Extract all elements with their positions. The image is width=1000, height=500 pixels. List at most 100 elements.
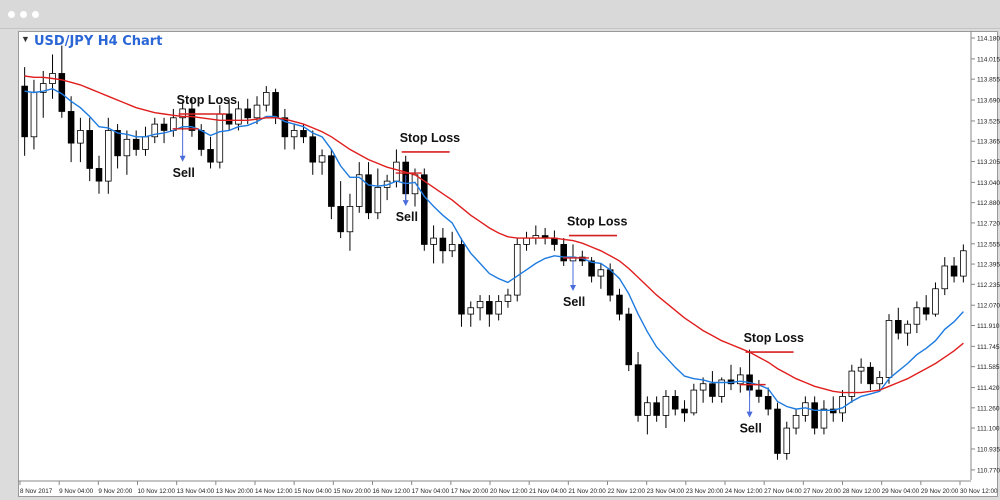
- bear-candle: [86, 130, 93, 169]
- bear-candle: [625, 313, 633, 366]
- bull-candle: [39, 83, 47, 93]
- sell-arrow-icon: [746, 411, 753, 418]
- x-tick-label: 21 Nov 04:00: [529, 488, 567, 495]
- bear-candle: [458, 244, 465, 315]
- bull-candle: [216, 113, 224, 163]
- x-tick-label: 8 Nov 2017: [20, 488, 53, 495]
- bull-candle: [904, 323, 911, 334]
- y-tick-label: 111.100: [977, 426, 1000, 433]
- bear-candle: [225, 113, 233, 125]
- bull-candle: [876, 377, 883, 385]
- y-tick-label: 112.395: [977, 262, 1000, 269]
- bear-candle: [764, 396, 772, 410]
- sell-arrow-icon: [570, 284, 576, 291]
- x-tick-label: 30 Nov 12:00: [960, 488, 998, 495]
- y-tick-label: 110.770: [977, 467, 1000, 474]
- y-tick-label: 113.040: [977, 180, 1000, 187]
- bear-candle: [560, 244, 567, 262]
- bull-candle: [690, 389, 698, 414]
- bull-candle: [792, 415, 800, 429]
- bull-candle: [597, 269, 605, 277]
- y-tick-label: 112.880: [977, 200, 1000, 207]
- bull-candle: [523, 237, 530, 245]
- bear-candle: [67, 111, 75, 144]
- bear-candle: [774, 408, 781, 454]
- window-control-dot-2[interactable]: [20, 11, 27, 18]
- bull-candle: [932, 288, 939, 315]
- bull-candle: [263, 92, 270, 106]
- y-tick-label: 113.525: [977, 118, 1000, 125]
- bear-candle: [671, 396, 679, 410]
- bull-candle: [235, 108, 242, 125]
- bull-candle: [495, 301, 502, 315]
- bear-candle: [681, 408, 688, 414]
- chart-title: USD/JPY H4 Chart: [34, 34, 163, 49]
- bear-candle: [337, 206, 344, 233]
- bull-candle: [318, 155, 326, 163]
- sell-label: Sell: [173, 166, 195, 180]
- bear-candle: [95, 168, 103, 182]
- bull-candle: [885, 320, 893, 378]
- bull-candle: [644, 402, 651, 416]
- bull-candle: [253, 104, 261, 119]
- x-tick-label: 23 Nov 04:00: [647, 488, 685, 495]
- x-tick-label: 17 Nov 04:00: [412, 488, 450, 495]
- x-tick-label: 10 Nov 12:00: [138, 488, 176, 495]
- bear-candle: [486, 301, 493, 315]
- bear-candle: [114, 130, 121, 157]
- bull-candle: [123, 138, 131, 157]
- bear-candle: [207, 149, 214, 163]
- y-tick-label: 111.585: [977, 364, 1000, 371]
- bull-candle: [718, 379, 725, 397]
- bear-candle: [895, 320, 902, 334]
- bull-candle: [913, 307, 921, 325]
- chart-corner-arrow-icon: ▼: [21, 34, 30, 44]
- bear-candle: [272, 92, 279, 119]
- x-tick-label: 15 Nov 04:00: [294, 488, 332, 495]
- y-tick-label: 111.910: [977, 323, 1000, 330]
- stop-loss-label: Stop Loss: [400, 131, 460, 145]
- bull-candle: [848, 370, 856, 397]
- x-tick-label: 15 Nov 20:00: [333, 488, 371, 495]
- bull-candle: [142, 136, 149, 150]
- y-tick-label: 112.555: [977, 241, 1000, 248]
- x-tick-label: 13 Nov 20:00: [216, 488, 254, 495]
- bull-candle: [504, 294, 512, 302]
- bull-candle: [430, 237, 437, 245]
- x-tick-label: 28 Nov 12:00: [843, 488, 881, 495]
- window-control-dot-1[interactable]: [8, 11, 15, 18]
- x-tick-label: 13 Nov 04:00: [177, 488, 215, 495]
- bear-candle: [300, 130, 307, 138]
- sell-label: Sell: [740, 422, 762, 436]
- y-tick-label: 110.935: [977, 446, 1000, 453]
- x-tick-label: 9 Nov 04:00: [59, 488, 93, 495]
- y-tick-label: 113.690: [977, 98, 1000, 105]
- x-tick-label: 29 Nov 04:00: [882, 488, 920, 495]
- bear-candle: [950, 265, 958, 277]
- y-tick-label: 112.070: [977, 303, 1000, 310]
- bear-candle: [588, 260, 595, 277]
- bull-candle: [346, 206, 354, 233]
- bull-candle: [374, 187, 382, 214]
- bear-candle: [188, 108, 196, 131]
- x-tick-label: 23 Nov 20:00: [686, 488, 724, 495]
- x-tick-label: 27 Nov 20:00: [803, 488, 841, 495]
- bull-candle: [151, 123, 159, 138]
- y-tick-label: 111.420: [977, 385, 1000, 392]
- x-tick-label: 22 Nov 12:00: [608, 488, 646, 495]
- bull-candle: [783, 427, 791, 454]
- bear-candle: [160, 123, 168, 131]
- bear-candle: [755, 389, 763, 397]
- y-tick-label: 111.745: [977, 344, 1000, 351]
- bull-candle: [960, 250, 967, 277]
- window-titlebar: [0, 0, 1000, 29]
- x-tick-label: 16 Nov 12:00: [373, 488, 411, 495]
- bear-candle: [439, 237, 447, 252]
- bear-candle: [709, 383, 716, 397]
- x-tick-label: 29 Nov 20:00: [921, 488, 959, 495]
- y-tick-label: 114.015: [977, 56, 1000, 63]
- y-tick-label: 114.180: [977, 36, 1000, 43]
- bear-candle: [21, 85, 28, 138]
- window-control-dot-3[interactable]: [32, 11, 39, 18]
